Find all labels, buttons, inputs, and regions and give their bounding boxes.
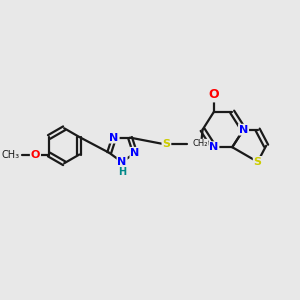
Text: H: H xyxy=(118,167,126,177)
Text: CH₃: CH₃ xyxy=(1,149,19,160)
Text: CH₂: CH₂ xyxy=(192,139,208,148)
Text: N: N xyxy=(209,142,218,152)
Text: N: N xyxy=(130,148,140,158)
Text: O: O xyxy=(208,88,219,101)
Text: S: S xyxy=(254,157,262,167)
Text: N: N xyxy=(110,133,119,142)
Text: N: N xyxy=(239,125,248,135)
Text: S: S xyxy=(162,139,170,149)
Text: N: N xyxy=(117,157,127,167)
Text: O: O xyxy=(31,149,40,160)
